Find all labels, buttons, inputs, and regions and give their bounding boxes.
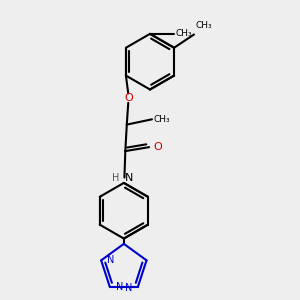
Text: O: O (153, 142, 162, 152)
Text: O: O (124, 93, 133, 103)
Text: CH₃: CH₃ (175, 29, 192, 38)
Text: N: N (116, 282, 123, 292)
Text: N: N (107, 255, 114, 265)
Text: CH₃: CH₃ (153, 115, 170, 124)
Text: N: N (125, 172, 134, 183)
Text: CH₃: CH₃ (195, 21, 212, 30)
Text: N: N (124, 284, 132, 293)
Text: H: H (112, 172, 119, 183)
